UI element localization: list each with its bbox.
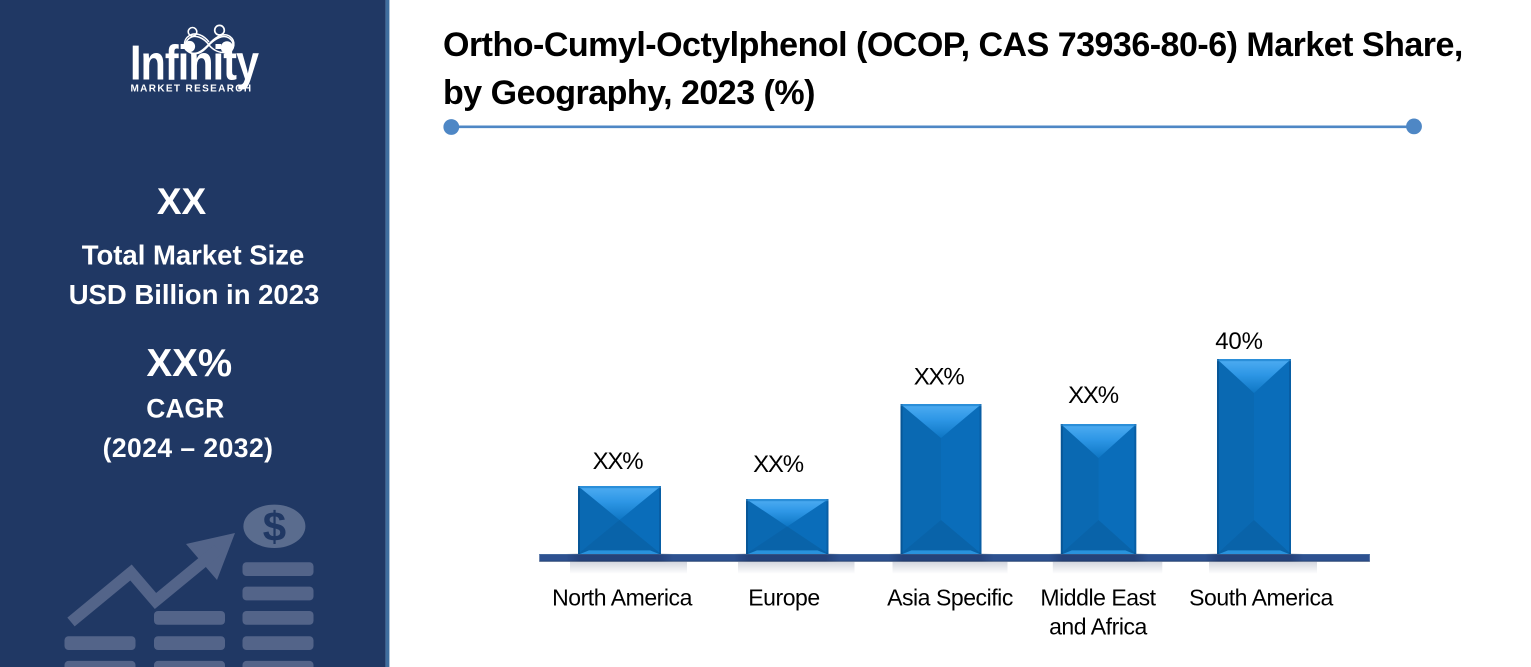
svg-text:XX%: XX% xyxy=(147,342,233,385)
svg-text:$: $ xyxy=(263,503,286,550)
svg-text:Europe: Europe xyxy=(748,585,819,611)
svg-text:XX%: XX% xyxy=(914,363,965,390)
svg-text:North America: North America xyxy=(552,585,693,611)
svg-text:XX%: XX% xyxy=(753,451,804,478)
svg-text:Middle East: Middle East xyxy=(1040,585,1156,611)
svg-text:XX: XX xyxy=(157,181,207,222)
svg-text:USD Billion in 2023: USD Billion in 2023 xyxy=(69,279,320,310)
svg-text:(2024 – 2032): (2024 – 2032) xyxy=(103,433,274,463)
svg-text:40%: 40% xyxy=(1215,328,1262,355)
svg-text:Total Market Size: Total Market Size xyxy=(82,239,305,270)
svg-text:XX%: XX% xyxy=(1068,382,1119,409)
svg-text:Asia Specific: Asia Specific xyxy=(887,585,1013,611)
svg-text:and Africa: and Africa xyxy=(1049,614,1147,640)
svg-text:CAGR: CAGR xyxy=(146,394,224,424)
svg-text:by Geography, 2023 (%): by Geography, 2023 (%) xyxy=(443,74,815,112)
svg-text:South America: South America xyxy=(1189,585,1333,611)
svg-text:MARKET RESEARCH: MARKET RESEARCH xyxy=(131,84,253,95)
svg-text:XX%: XX% xyxy=(593,448,644,475)
svg-text:Ortho-Cumyl-Octylphenol (OCOP,: Ortho-Cumyl-Octylphenol (OCOP, CAS 73936… xyxy=(443,26,1463,64)
svg-text:Infinity: Infinity xyxy=(130,35,259,90)
